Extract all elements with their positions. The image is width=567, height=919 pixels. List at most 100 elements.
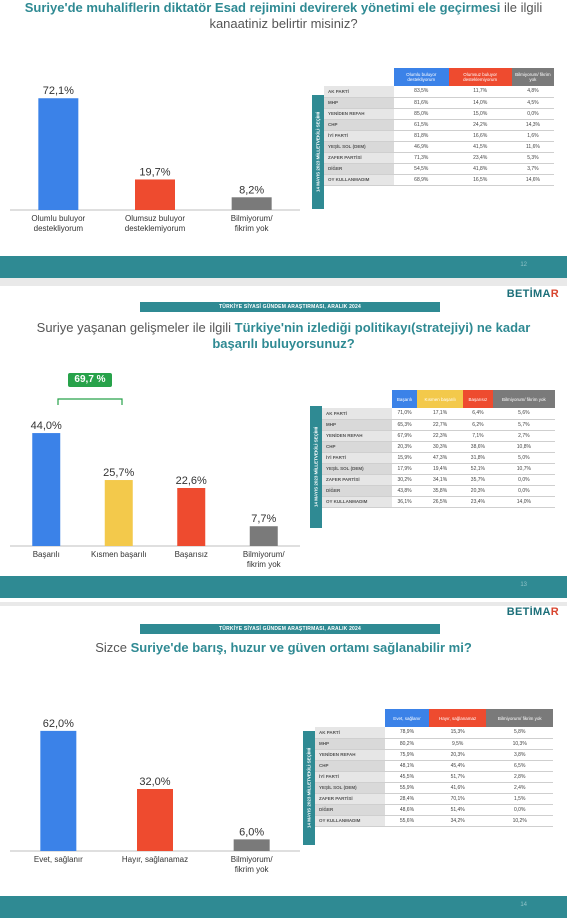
slide-3-crosstab: Evet, sağlanır Hayır, sağlanamaz Bilmiyoru… [315, 709, 553, 827]
category-label-2: Hayır, sağlanamaz [122, 855, 188, 864]
table-cell: 19,4% [417, 463, 463, 474]
table-row: AK PARTİ 71,0% 17,1% 6,4% 5,6% [322, 408, 555, 419]
table-cell: 5,8% [486, 727, 553, 738]
bar-value-label-1: 72,1% [43, 85, 74, 97]
bar-value-label-2: 32,0% [139, 776, 170, 788]
slide-2-logo-text: BETİMA [507, 288, 551, 300]
bar-2 [137, 789, 173, 851]
table-cell: 20,3% [463, 485, 493, 496]
table-row: YEŞİL SOL (DEM) 17,9% 19,4% 52,1% 10,7% [322, 463, 555, 474]
table-cell: 34,2% [429, 815, 487, 826]
slide-3-footer: 14 [0, 896, 567, 918]
slide-3-bar-chart: 62,0% Evet, sağlanır 32,0% Hayır, sağlanama… [0, 671, 300, 881]
slide-3-question-pre: Sizce [95, 640, 130, 655]
table-cell: 55,6% [385, 815, 429, 826]
table-cell: 28,4% [385, 793, 429, 804]
category-label-4: fikrim yok [247, 560, 282, 569]
table-cell: 55,9% [385, 782, 429, 793]
table-row: AK PARTİ 83,5% 11,7% 4,8% [324, 86, 554, 97]
table-row: YENİDEN REFAH 67,9% 22,3% 7,1% 2,7% [322, 430, 555, 441]
table-cell: 61,5% [394, 119, 449, 130]
table-row: OY KULLANMADIM 36,1% 26,5% 23,4% 14,0% [322, 496, 555, 507]
table-cell: 16,5% [449, 174, 512, 185]
category-label-1: Evet, sağlanır [34, 855, 83, 864]
table-cell: 45,5% [385, 771, 429, 782]
category-label-3: fikrim yok [235, 865, 270, 874]
table-corner [315, 709, 385, 727]
bar-2 [135, 179, 175, 210]
table-cell: 2,4% [486, 782, 553, 793]
table-cell: 5,0% [493, 452, 555, 463]
table-cell: 20,3% [429, 749, 487, 760]
table-row-label: İYİ PARTİ [322, 452, 392, 463]
table-cell: 41,8% [449, 163, 512, 174]
table-row-label: ZAFER PARTİSİ [324, 152, 394, 163]
slide-1: Suriye'de muhaliflerin diktatör Esad rej… [0, 0, 567, 278]
table-cell: 15,9% [392, 452, 417, 463]
table-row-label: OY KULLANMADIM [322, 496, 392, 507]
table-header-cell: Bilmiyorum/ fikrim yok [486, 709, 553, 727]
table-row: OY KULLANMADIM 55,6% 34,2% 10,2% [315, 815, 553, 826]
slide-2-logo: BETİMAR [507, 288, 559, 300]
slide-2-footer: 13 [0, 576, 567, 598]
table-row: ZAFER PARTİSİ 71,3% 23,4% 5,3% [324, 152, 554, 163]
table-corner [322, 390, 392, 408]
table-cell: 3,7% [512, 163, 554, 174]
table-cell: 54,5% [394, 163, 449, 174]
table-cell: 10,8% [493, 441, 555, 452]
table-row-label: CHP [315, 760, 385, 771]
table-cell: 43,8% [392, 485, 417, 496]
table-cell: 71,3% [394, 152, 449, 163]
table-header-row: Olumlu buluyor destekliyorum Olumsuz bulu… [324, 68, 554, 86]
table-cell: 34,1% [417, 474, 463, 485]
table-cell: 9,5% [429, 738, 487, 749]
table-cell: 6,4% [463, 408, 493, 419]
table-row-label: DİĞER [315, 804, 385, 815]
category-label-4: Bilmiyorum/ [243, 550, 286, 559]
table-header-cell: Olumlu buluyor destekliyorum [394, 68, 449, 86]
table-row-label: YEŞİL SOL (DEM) [322, 463, 392, 474]
table-cell: 30,2% [392, 474, 417, 485]
table-cell: 51,4% [429, 804, 487, 815]
table-header-cell: Hayır, sağlanamaz [429, 709, 487, 727]
category-label-2: Olumsuz buluyor [125, 214, 185, 223]
table-row-label: İYİ PARTİ [324, 130, 394, 141]
table-cell: 5,3% [512, 152, 554, 163]
slide-3-question: Sizce Suriye'de barış, huzur ve güven or… [10, 640, 557, 656]
table-cell: 46,9% [394, 141, 449, 152]
table-cell: 52,1% [463, 463, 493, 474]
table-cell: 68,9% [394, 174, 449, 185]
table-row: CHP 20,3% 30,3% 38,6% 10,8% [322, 441, 555, 452]
table-cell: 14,0% [493, 496, 555, 507]
slide-2-question: Suriye yaşanan gelişmeler ile ilgili Tür… [10, 320, 557, 352]
table-row: MHP 80,2% 9,5% 10,3% [315, 738, 553, 749]
slide-2-page-number: 13 [520, 582, 527, 588]
category-label-1: Olumlu buluyor [31, 214, 85, 223]
slide-3-header: TÜRKİYE SİYASİ GÜNDEM ARAŞTIRMASI, ARALI… [140, 624, 440, 634]
table-cell: 10,7% [493, 463, 555, 474]
table-row: MHP 81,6% 14,0% 4,5% [324, 97, 554, 108]
table-cell: 80,2% [385, 738, 429, 749]
table-row-label: MHP [324, 97, 394, 108]
table-cell: 15,0% [449, 108, 512, 119]
table-cell: 6,2% [463, 419, 493, 430]
table-row: DİĞER 54,5% 41,8% 3,7% [324, 163, 554, 174]
table-cell: 14,0% [449, 97, 512, 108]
table-cell: 6,5% [486, 760, 553, 771]
bar-value-label-3: 22,6% [176, 475, 207, 487]
table-row-label: AK PARTİ [324, 86, 394, 97]
table-cell: 2,8% [486, 771, 553, 782]
slide-1-page-number: 12 [520, 262, 527, 268]
table-row-label: AK PARTİ [322, 408, 392, 419]
bar-value-label-2: 19,7% [139, 166, 170, 178]
table-cell: 36,1% [392, 496, 417, 507]
table-cell: 70,1% [429, 793, 487, 804]
table-cell: 14,6% [512, 174, 554, 185]
bar-value-label-2: 25,7% [103, 467, 134, 479]
table-header-cell: Evet, sağlanır [385, 709, 429, 727]
table-row-label: CHP [322, 441, 392, 452]
table-row-label: MHP [315, 738, 385, 749]
table-row: DİĞER 48,6% 51,4% 0,0% [315, 804, 553, 815]
table-row: YEŞİL SOL (DEM) 55,9% 41,6% 2,4% [315, 782, 553, 793]
bar-1 [38, 98, 78, 210]
